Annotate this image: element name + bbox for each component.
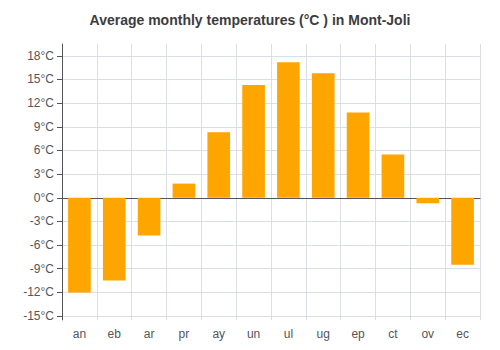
svg-text:ar: ar — [144, 327, 155, 341]
svg-text:ul: ul — [284, 327, 293, 341]
svg-text:6°C: 6°C — [34, 143, 54, 157]
svg-text:-9°C: -9°C — [30, 262, 54, 276]
svg-text:15°C: 15°C — [27, 72, 54, 86]
svg-text:ug: ug — [317, 327, 330, 341]
svg-text:12°C: 12°C — [27, 96, 54, 110]
svg-text:-3°C: -3°C — [30, 214, 54, 228]
svg-text:-15°C: -15°C — [23, 309, 54, 323]
svg-text:9°C: 9°C — [34, 120, 54, 134]
svg-text:18°C: 18°C — [27, 49, 54, 63]
svg-text:un: un — [247, 327, 260, 341]
svg-text:-12°C: -12°C — [23, 285, 54, 299]
svg-text:Average monthly temperatures (: Average monthly temperatures (°C ) in Mo… — [90, 12, 411, 28]
svg-text:pr: pr — [179, 327, 190, 341]
svg-text:eb: eb — [108, 327, 122, 341]
svg-text:ep: ep — [351, 327, 365, 341]
svg-text:3°C: 3°C — [34, 167, 54, 181]
svg-text:ay: ay — [212, 327, 225, 341]
svg-text:-6°C: -6°C — [30, 238, 54, 252]
svg-text:0°C: 0°C — [34, 191, 54, 205]
svg-text:ec: ec — [456, 327, 469, 341]
svg-text:ct: ct — [388, 327, 398, 341]
svg-text:ov: ov — [421, 327, 434, 341]
svg-text:an: an — [73, 327, 86, 341]
